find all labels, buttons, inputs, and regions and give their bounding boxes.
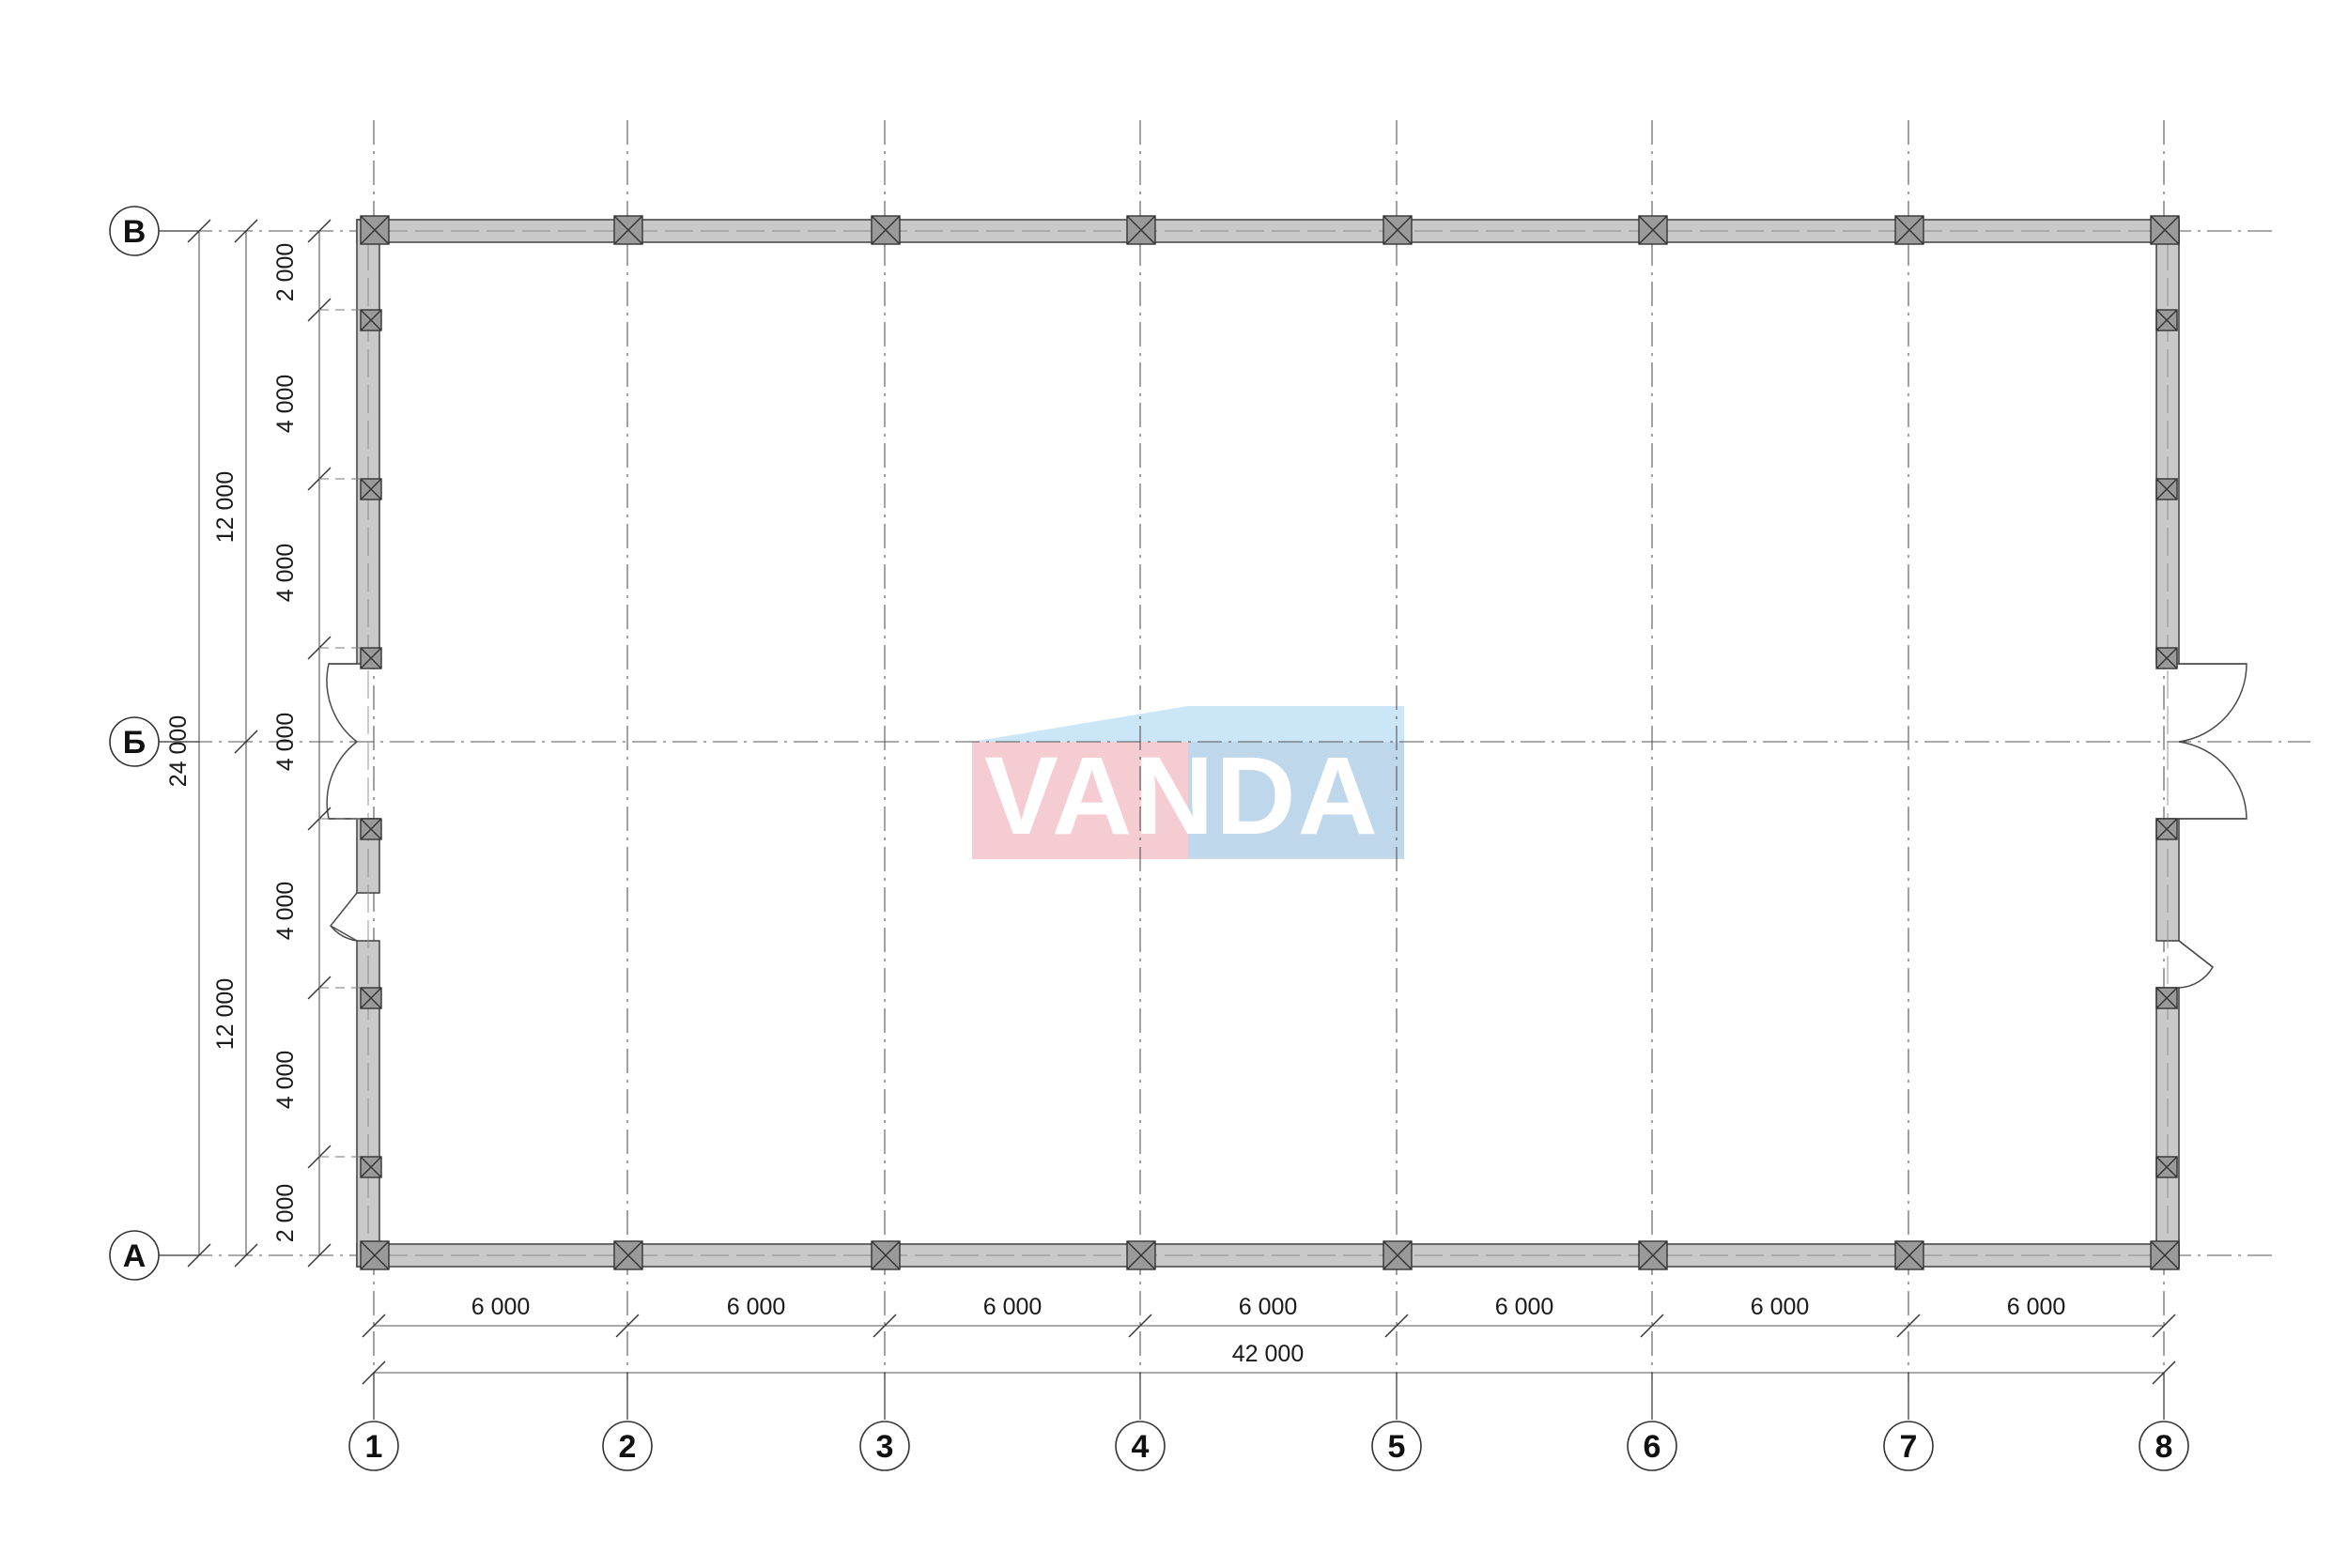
axis-bubble-A-label: А <box>123 1238 147 1274</box>
axis-bubble-5[interactable]: 5 <box>1371 1373 1422 1471</box>
column-bottom-3 <box>871 1240 901 1270</box>
column-right-b <box>2155 478 2178 500</box>
column-top-4 <box>1126 215 1156 245</box>
axis-bubble-2[interactable]: 2 <box>602 1373 653 1471</box>
dim-labels-left-mid: 12 000 12 000 <box>212 471 239 1050</box>
dim-left-inner-6: 4 000 <box>272 1051 299 1110</box>
column-bottom-8 <box>2150 1240 2180 1270</box>
column-right-d <box>2155 818 2178 840</box>
axis-bubble-B-label: Б <box>123 725 146 761</box>
axis-bubble-8[interactable]: 8 <box>2139 1373 2189 1471</box>
axis-bubble-8-label: 8 <box>2155 1429 2173 1465</box>
dim-ticks-left-mid <box>234 219 258 1268</box>
axis-bubble-B[interactable]: Б <box>109 716 199 767</box>
dim-left-inner-5: 4 000 <box>272 882 299 941</box>
column-bottom-2 <box>613 1240 643 1270</box>
watermark-blue-top <box>972 706 1404 742</box>
column-top-1 <box>360 215 390 245</box>
dim-bottom-5: 6 000 <box>1495 1294 1554 1320</box>
dim-left-inner-7: 2 000 <box>272 1184 299 1243</box>
wall-bottom <box>356 1243 2180 1268</box>
axis-bubble-5-label: 5 <box>1388 1429 1406 1465</box>
column-left-f <box>360 1156 382 1178</box>
axis-bubble-2-label: 2 <box>619 1429 637 1465</box>
column-bottom-1 <box>360 1240 390 1270</box>
dim-chain-left-inner <box>307 219 361 1268</box>
dim-ticks-bottom-inner <box>362 1314 2176 1338</box>
column-left-c <box>360 647 382 669</box>
column-top-7 <box>1894 215 1924 245</box>
axis-bubble-1[interactable]: 1 <box>348 1373 399 1471</box>
dim-chain-bottom-inner <box>362 1314 2176 1338</box>
axis-bubble-V[interactable]: В <box>109 206 199 256</box>
column-bottom-6 <box>1638 1240 1668 1270</box>
columns <box>360 215 2180 1270</box>
door-right-gate-leaf-bottom <box>2178 741 2248 820</box>
numeric-axis-bubbles[interactable]: 1 2 3 4 5 <box>348 1373 2189 1471</box>
watermark-pink-rect <box>972 742 1188 859</box>
column-top-5 <box>1383 215 1413 245</box>
column-top-6 <box>1638 215 1668 245</box>
column-bottom-4 <box>1126 1240 1156 1270</box>
wall-centre-guides <box>367 230 2169 1256</box>
column-left-e <box>360 987 382 1009</box>
door-left-small-jamb <box>330 925 358 942</box>
dim-chain-left-mid <box>234 219 258 1268</box>
axis-bubble-4[interactable]: 4 <box>1115 1373 1166 1471</box>
axis-bubble-7[interactable]: 7 <box>1883 1373 1934 1471</box>
dim-bottom-3: 6 000 <box>983 1294 1043 1320</box>
dim-left-inner-2: 4 000 <box>272 375 299 434</box>
door-openings <box>326 663 2248 989</box>
door-left-gate-leaf-bottom <box>326 741 358 820</box>
dim-left-mid-2: 12 000 <box>212 978 239 1050</box>
axis-bubble-V-label: В <box>123 214 147 250</box>
axis-bubble-4-label: 4 <box>1132 1429 1150 1465</box>
column-left-d <box>360 818 382 840</box>
dim-bottom-2: 6 000 <box>727 1294 786 1320</box>
door-right-small-jamb <box>2178 940 2214 968</box>
column-right-f <box>2155 1156 2178 1178</box>
letter-axis-bubbles[interactable]: В Б А <box>109 206 199 1281</box>
axis-bubble-A[interactable]: А <box>109 1230 199 1281</box>
watermark: VANDA <box>972 706 1404 859</box>
axis-bubble-3-label: 3 <box>876 1429 894 1465</box>
axis-bubble-6-label: 6 <box>1644 1429 1661 1465</box>
column-bottom-5 <box>1383 1240 1413 1270</box>
column-left-b <box>360 478 382 500</box>
dim-bottom-1: 6 000 <box>471 1294 531 1320</box>
dim-bottom-total: 42 000 <box>1232 1341 1304 1367</box>
column-top-3 <box>871 215 901 245</box>
watermark-text: VANDA <box>984 734 1380 858</box>
door-left-gate-leaf-top <box>326 663 358 743</box>
watermark-blue-overlay <box>1188 742 1404 859</box>
column-right-a <box>2155 309 2178 331</box>
dim-left-outer-total: 24 000 <box>165 715 192 787</box>
column-top-8 <box>2150 215 2180 245</box>
column-right-e <box>2155 987 2178 1009</box>
dim-bottom-7: 6 000 <box>2007 1294 2066 1320</box>
dim-left-inner-1: 2 000 <box>272 243 299 302</box>
axis-bubble-3[interactable]: 3 <box>859 1373 910 1471</box>
column-left-a <box>360 309 382 331</box>
axis-bubble-1-label: 1 <box>365 1429 383 1465</box>
dim-left-mid-1: 12 000 <box>212 471 239 543</box>
axis-bubble-6[interactable]: 6 <box>1627 1373 1677 1471</box>
column-right-c <box>2155 647 2178 669</box>
door-right-gate-leaf-top <box>2178 663 2248 743</box>
dim-bottom-4: 6 000 <box>1239 1294 1298 1320</box>
dim-labels-bottom-inner: 6 000 6 000 6 000 6 000 6 000 6 000 6 00… <box>471 1294 2066 1320</box>
axis-bubble-7-label: 7 <box>1900 1429 1918 1465</box>
door-right-small-leaf <box>2178 940 2214 989</box>
dim-left-inner-4: 4 000 <box>272 713 299 772</box>
dim-left-inner-3: 4 000 <box>272 544 299 603</box>
column-top-2 <box>613 215 643 245</box>
dim-labels-left-inner: 2 000 4 000 4 000 4 000 4 000 4 000 2 00… <box>272 243 299 1243</box>
dim-ext-left-inner <box>319 309 361 1158</box>
column-bottom-7 <box>1894 1240 1924 1270</box>
dim-bottom-6: 6 000 <box>1751 1294 1810 1320</box>
